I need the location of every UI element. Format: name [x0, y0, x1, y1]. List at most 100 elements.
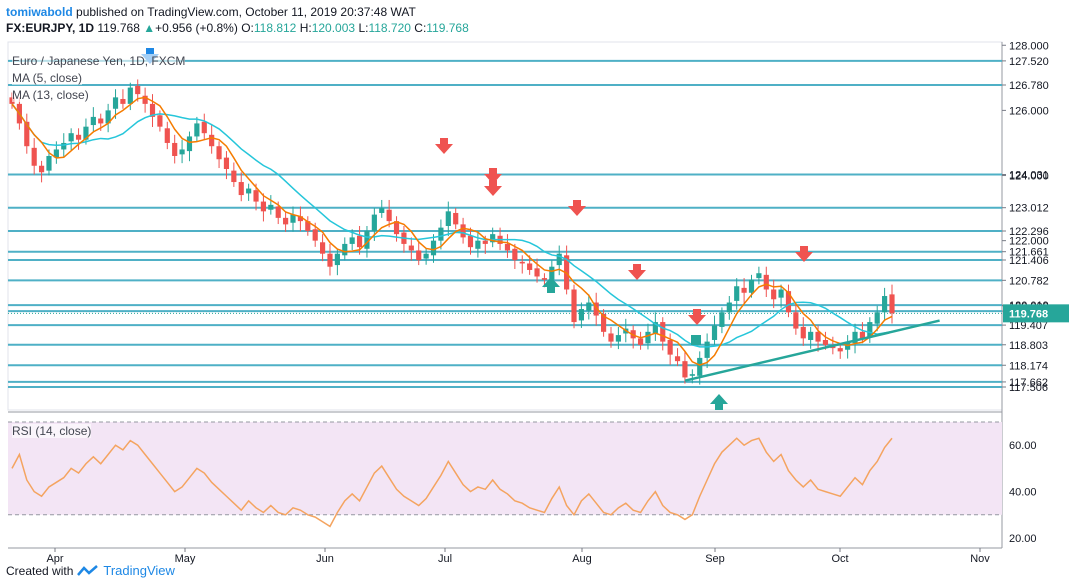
price-level-label: 127.520	[1009, 56, 1049, 68]
candle-body	[674, 356, 681, 362]
candle	[475, 230, 481, 258]
price-level-label: 118.174	[1009, 360, 1048, 372]
last-price: 119.768	[97, 21, 140, 35]
candle	[342, 237, 348, 261]
candle-body	[238, 182, 244, 196]
candle	[719, 307, 725, 334]
candle	[186, 131, 193, 162]
candle	[645, 323, 651, 350]
candle-body	[734, 286, 740, 301]
y-tick-label: 124.000	[1009, 171, 1049, 183]
symbol: FX:EURJPY, 1D	[6, 21, 95, 35]
candle-body	[98, 118, 104, 124]
candle-body	[379, 208, 385, 213]
candle	[238, 172, 244, 202]
candle-body	[364, 230, 370, 249]
current-price-tag	[1003, 304, 1069, 323]
price-level-label: 126.780	[1009, 80, 1049, 92]
low-label: L:	[358, 21, 369, 35]
candle-body	[601, 313, 607, 332]
legend-rsi[interactable]: RSI (14, close)	[12, 424, 92, 438]
candle	[771, 279, 777, 309]
tradingview-brand[interactable]: TradingView	[103, 563, 175, 578]
open-label: O:	[241, 21, 254, 35]
candle	[216, 141, 222, 169]
candle-body	[75, 134, 82, 140]
candle	[386, 199, 392, 228]
legend-ma5[interactable]: MA (5, close)	[12, 71, 83, 85]
candle-body	[504, 243, 511, 251]
candle	[379, 199, 385, 218]
candle	[231, 162, 237, 187]
price-level-label: 122.296	[1009, 226, 1049, 238]
candle	[297, 206, 303, 232]
candle-body	[327, 253, 333, 267]
candle	[75, 128, 82, 150]
candle	[615, 326, 621, 350]
candle-body	[689, 374, 695, 376]
candle-body	[275, 206, 281, 218]
candle	[24, 113, 30, 154]
rsi-tick-label: 20.00	[1009, 533, 1037, 545]
author-name[interactable]: tomiwabold	[6, 5, 73, 19]
candle	[223, 151, 230, 180]
candle	[845, 335, 851, 359]
candle-body	[305, 221, 311, 231]
legend-ma13[interactable]: MA (13, close)	[12, 88, 89, 102]
candle	[305, 216, 311, 236]
x-tick-label: Oct	[831, 553, 848, 565]
candle	[209, 125, 215, 154]
candle	[852, 323, 858, 354]
price-level-label: 119.407	[1009, 320, 1048, 332]
candle-body	[637, 338, 644, 345]
candle-body	[430, 240, 437, 256]
support-arrow-icon	[542, 277, 560, 293]
candle-body	[260, 201, 267, 212]
candle-body	[186, 136, 193, 152]
candle-body	[615, 335, 621, 342]
candle	[756, 266, 762, 285]
candle-body	[682, 361, 688, 378]
candle	[586, 294, 592, 320]
candle	[571, 284, 577, 329]
candle	[682, 351, 688, 384]
candle-body	[556, 253, 562, 266]
candle-body	[527, 263, 533, 270]
candle-body	[142, 95, 148, 104]
candle	[697, 351, 703, 385]
candle-body	[105, 110, 111, 124]
candle-body	[297, 216, 303, 222]
current-price-label: 119.768	[1009, 308, 1048, 320]
candle	[334, 248, 340, 276]
y-tick-label: 128.000	[1009, 40, 1049, 52]
candle	[512, 243, 518, 269]
candle-body	[423, 253, 429, 259]
candle-body	[815, 331, 821, 342]
candle	[283, 211, 289, 232]
candle-body	[785, 291, 792, 313]
candle-body	[356, 235, 363, 248]
candle	[601, 309, 607, 337]
candle-body	[512, 248, 518, 261]
candle-body	[882, 296, 888, 313]
candle	[438, 219, 444, 250]
candle-body	[578, 309, 584, 321]
candle	[127, 82, 133, 111]
candle-body	[164, 128, 170, 143]
candle	[882, 287, 888, 322]
candle	[608, 326, 614, 348]
candle-body	[445, 211, 451, 226]
candle-body	[320, 242, 326, 254]
rsi-line	[11, 437, 893, 528]
candle-body	[748, 279, 755, 293]
candle-body	[157, 115, 163, 127]
candle	[90, 107, 96, 132]
candle	[408, 237, 414, 261]
candle-body	[475, 240, 481, 249]
candle-body	[371, 214, 377, 231]
candle-body	[246, 188, 252, 194]
candle-body	[608, 333, 614, 342]
candle	[652, 312, 658, 341]
candle-body	[704, 341, 710, 358]
